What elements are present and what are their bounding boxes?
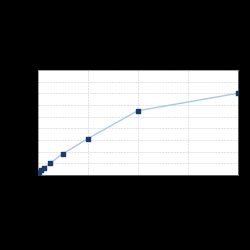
Point	[60, 152, 64, 156]
Point	[136, 109, 140, 113]
Point	[236, 91, 240, 95]
Point	[36, 170, 40, 174]
Point	[37, 170, 41, 173]
Point	[42, 166, 46, 170]
Point	[86, 137, 89, 141]
Y-axis label: OD: OD	[16, 118, 21, 128]
Point	[39, 168, 43, 172]
Point	[48, 161, 52, 165]
X-axis label: Rat Centromere Protein R
Concentration (ng/ml): Rat Centromere Protein R Concentration (…	[98, 187, 178, 198]
